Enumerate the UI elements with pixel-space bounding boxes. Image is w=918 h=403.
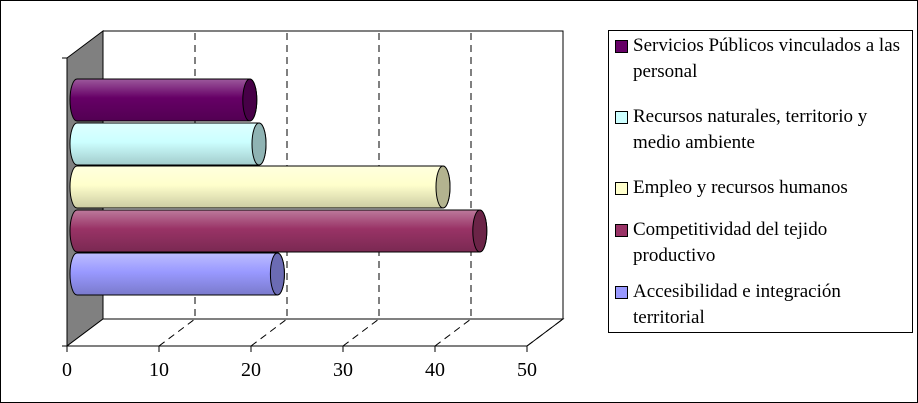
x-tick-label: 50 — [517, 359, 537, 381]
legend-label: Empleo y recursos humanos — [633, 177, 848, 198]
bar — [69, 78, 258, 122]
legend-swatch — [615, 40, 628, 53]
x-tick-label: 0 — [62, 359, 72, 381]
legend-swatch — [615, 182, 628, 195]
bar-cap — [472, 209, 488, 253]
x-tick-label: 40 — [425, 359, 445, 381]
floor — [65, 318, 565, 347]
bars — [69, 78, 488, 296]
bar-cap — [242, 78, 258, 122]
bar-body — [69, 78, 258, 122]
legend-label: Competitividad del tejido productivo — [633, 219, 828, 266]
bar-body — [69, 165, 451, 209]
tick-labels: 0 10 20 30 40 50 — [62, 359, 537, 381]
bar-body — [69, 122, 267, 166]
bar — [69, 252, 285, 296]
legend-swatch — [615, 111, 628, 124]
legend-item: Recursos naturales, territorio y medio a… — [615, 104, 911, 156]
bar — [69, 122, 267, 166]
legend-label: Accesibilidad e integración territorial — [633, 281, 841, 328]
gridline-50 — [526, 31, 564, 347]
legend-item: Empleo y recursos humanos — [615, 175, 911, 201]
x-tick-label: 30 — [333, 359, 353, 381]
legend-label: Servicios Públicos vinculados a las pers… — [633, 35, 901, 82]
legend-item: Competitividad del tejido productivo — [615, 217, 911, 269]
bar-cap — [435, 165, 451, 209]
x-tick-label: 20 — [241, 359, 261, 381]
legend-swatch — [615, 224, 628, 237]
bar — [69, 165, 451, 209]
bar-body — [69, 209, 488, 253]
legend-swatch — [615, 286, 628, 299]
legend-item: Servicios Públicos vinculados a las pers… — [615, 33, 911, 85]
x-tick-label: 10 — [149, 359, 169, 381]
bar-cap — [251, 122, 267, 166]
value-axis — [62, 57, 528, 352]
bar-cap — [269, 252, 285, 296]
gridlines — [158, 31, 564, 347]
legend-label: Recursos naturales, territorio y medio a… — [633, 106, 868, 153]
legend-item: Accesibilidad e integración territorial — [615, 279, 911, 331]
gridline-40 — [434, 31, 472, 347]
gridline-30 — [342, 31, 380, 347]
gridline-20 — [250, 31, 288, 347]
bar — [69, 209, 488, 253]
legend: Servicios Públicos vinculados a las pers… — [608, 30, 913, 333]
bar-body — [69, 252, 285, 296]
gridline-10 — [158, 31, 196, 347]
